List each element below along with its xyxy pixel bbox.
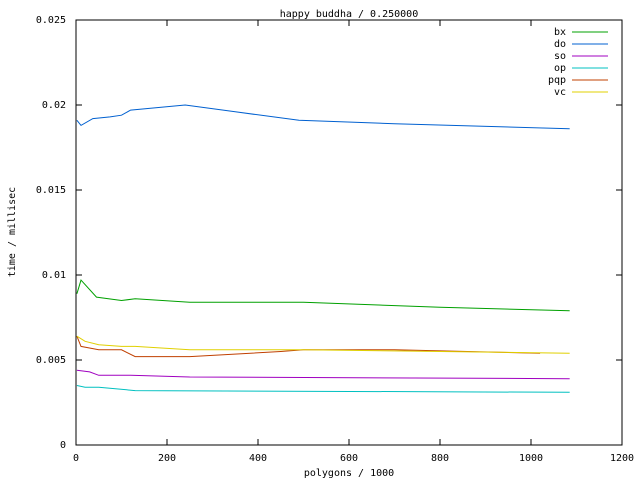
legend-label: do	[554, 39, 566, 50]
legend-label: op	[554, 63, 566, 74]
x-tick-label: 200	[158, 453, 176, 464]
x-tick-label: 600	[340, 453, 358, 464]
series-line	[76, 369, 570, 380]
y-tick-label: 0.01	[42, 270, 66, 281]
series-line	[76, 385, 570, 393]
series-line	[76, 279, 570, 312]
x-tick-label: 400	[249, 453, 267, 464]
x-tick-label: 1000	[519, 453, 543, 464]
y-tick-label: 0	[60, 440, 66, 451]
y-axis-label: time / millisec	[7, 187, 18, 277]
legend-label: bx	[554, 27, 566, 38]
chart-title: happy buddha / 0.250000	[280, 9, 418, 20]
y-tick-label: 0.015	[36, 185, 66, 196]
y-tick-label: 0.025	[36, 15, 66, 26]
legend-label: so	[554, 51, 566, 62]
x-tick-label: 800	[431, 453, 449, 464]
x-tick-label: 1200	[610, 453, 634, 464]
series-line	[76, 104, 570, 130]
legend-label: pqp	[548, 75, 566, 86]
y-tick-label: 0.02	[42, 100, 66, 111]
plot-frame	[75, 19, 623, 446]
x-axis-label: polygons / 1000	[304, 468, 394, 479]
x-tick-label: 0	[73, 453, 79, 464]
series-line	[76, 335, 570, 354]
y-tick-label: 0.005	[36, 355, 66, 366]
series-line	[76, 336, 541, 358]
legend-label: vc	[554, 87, 566, 98]
